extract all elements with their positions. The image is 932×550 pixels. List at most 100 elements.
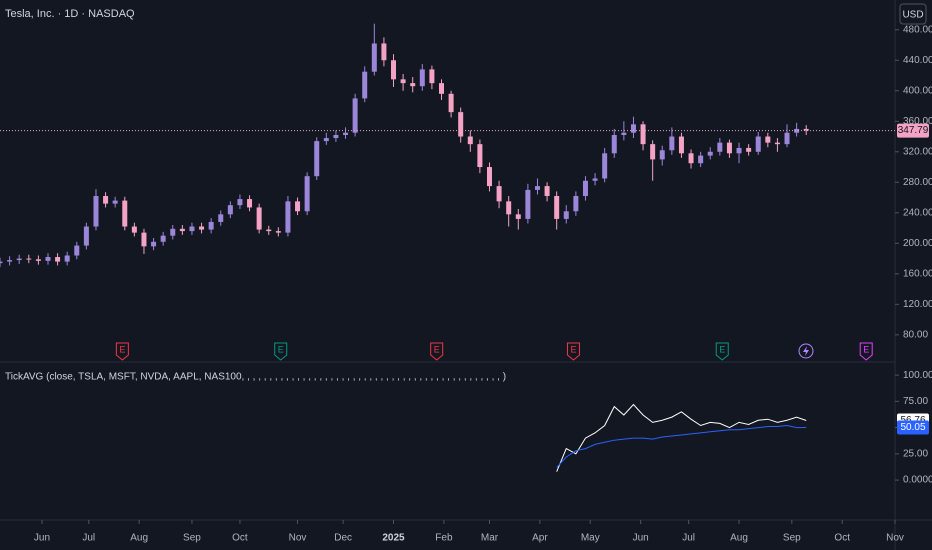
candle-body [534,186,540,190]
candle-body [112,200,118,204]
event-label: E [119,344,125,354]
candle-body [736,147,742,154]
y-tick-label: 320.00 [903,146,932,157]
candle-body [352,98,358,133]
candle-body [477,144,483,168]
y-tick-label: 280.00 [903,177,932,188]
x-tick-label: Oct [834,533,850,544]
candle-body [237,199,243,206]
candle-body [256,207,262,230]
indicator-title: TickAVG (close, TSLA, MSFT, NVDA, AAPL, … [5,372,506,383]
x-tick-label: Feb [435,533,453,544]
value-label: 50.05 [900,422,925,433]
y-tick-label: 120.00 [903,299,932,310]
candle-body [304,176,310,212]
candle-body [774,142,780,145]
candle-body [669,136,675,151]
candle-body [371,43,377,72]
candle-body [707,151,713,156]
candle-body [458,112,464,137]
candle-body [726,142,732,154]
candle-body [160,235,166,242]
candle-body [227,205,233,215]
x-tick-label: Aug [730,533,748,544]
value-label-box [897,420,929,435]
candles [0,23,809,267]
x-tick-label: Dec [334,533,352,544]
candle-body [582,180,588,197]
x-tick-label: Sep [183,533,201,544]
candle-body [0,261,3,264]
candle-body [189,226,195,232]
candle-body [611,135,617,154]
currency-label[interactable]: USD [902,10,923,21]
candle-body [515,214,521,219]
event-label: E [278,344,284,354]
x-tick-label: Jul [682,533,695,544]
candle-body [573,196,579,212]
candle-body [698,155,704,164]
y-tick-label: 75.00 [903,396,928,407]
candle-body [640,124,646,145]
candle-body [93,196,99,227]
candle-body [131,226,137,233]
x-tick-label: Jun [34,533,50,544]
y-tick-label: 440.00 [903,55,932,66]
last-price-label: 347.79 [898,125,929,136]
candle-body [688,153,694,164]
y-tick-label: 80.00 [903,329,928,340]
y-tick-label: 480.00 [903,24,932,35]
candle-body [247,199,253,208]
candle-body [486,167,492,187]
currency-button[interactable] [899,3,927,25]
x-tick-label: Mar [481,533,499,544]
event-marker [274,342,288,361]
candle-body [755,136,761,152]
y-tick-label: 0.0000 [903,475,932,486]
event-marker [430,342,444,361]
candle-body [630,124,636,133]
y-tick-label: 100.00 [903,370,932,381]
dividend-circle [798,343,814,359]
x-tick-label: Nov [886,533,904,544]
candle-body [179,228,185,232]
candle-body [381,43,387,61]
candle-body [218,214,224,222]
candle-body [74,245,80,256]
candle-body [55,257,61,262]
candle-body [122,200,128,227]
y-tick-label: 400.00 [903,85,932,96]
candle-body [448,93,454,113]
candle-body [650,144,656,160]
candle-body [429,69,435,84]
candle-body [275,231,281,233]
candle-body [794,128,800,133]
x-tick-label: Jun [633,533,649,544]
candle-body [439,83,445,94]
candle-body [506,201,512,215]
candle-body [35,259,41,261]
candle-body [64,255,70,262]
series-line [556,424,807,468]
candle-body [343,132,349,135]
y-tick-label: 240.00 [903,207,932,218]
candle-body [391,60,397,80]
x-tick-label: Oct [232,533,248,544]
candle-body [333,135,339,139]
event-label: E [570,344,576,354]
event-marker [715,342,729,361]
x-tick-label: Nov [289,533,307,544]
candle-body [141,232,147,247]
candle-body [314,141,320,177]
candle-body [16,258,22,261]
x-tick-label: Aug [130,533,148,544]
candle-body [678,136,684,154]
candle-body [621,132,627,135]
candle-body [659,150,665,160]
series-line [556,403,807,472]
x-tick-label: 2025 [382,533,405,544]
event-marker [115,342,129,361]
